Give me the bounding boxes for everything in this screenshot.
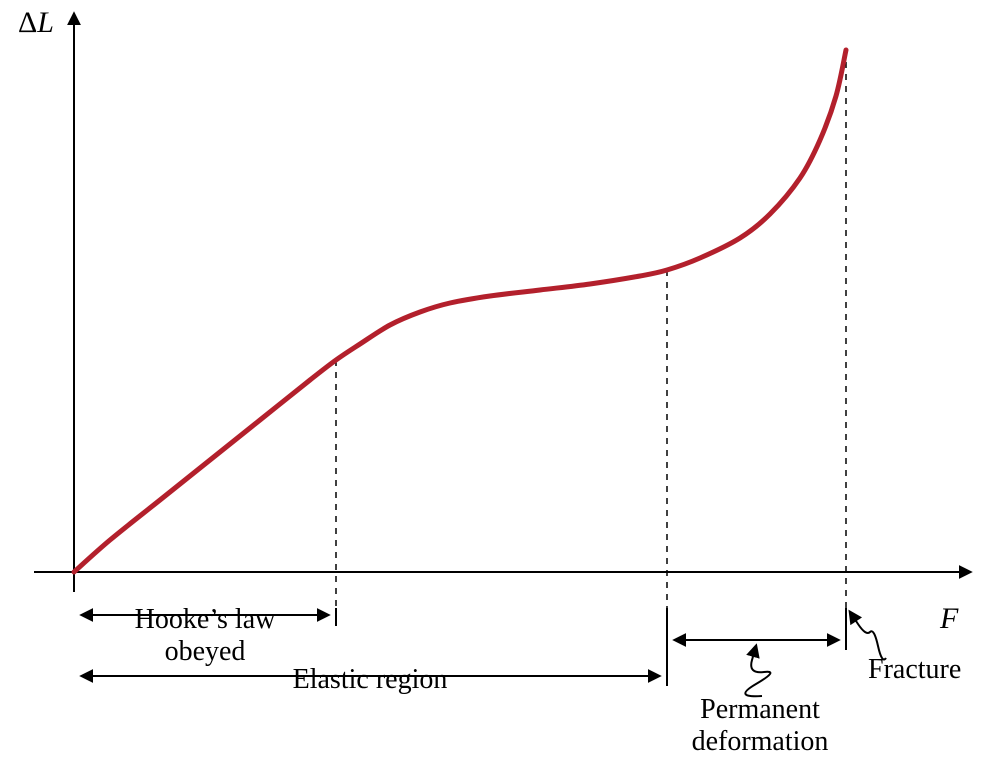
svg-text:deformation: deformation: [692, 726, 829, 757]
stress-strain-chart: ΔL F Hooke’s lawobeyed Elastic region Perman…: [0, 0, 982, 768]
svg-text:Fracture: Fracture: [868, 654, 961, 685]
svg-text:F: F: [939, 602, 959, 635]
svg-text:ΔL: ΔL: [18, 6, 54, 39]
svg-text:Permanent: Permanent: [700, 694, 820, 725]
chart-svg: ΔL F Hooke’s lawobeyed Elastic region Perman…: [0, 0, 982, 768]
svg-text:obeyed: obeyed: [165, 636, 246, 667]
svg-text:Elastic region: Elastic region: [293, 664, 448, 695]
svg-text:Hooke’s law: Hooke’s law: [135, 604, 277, 635]
